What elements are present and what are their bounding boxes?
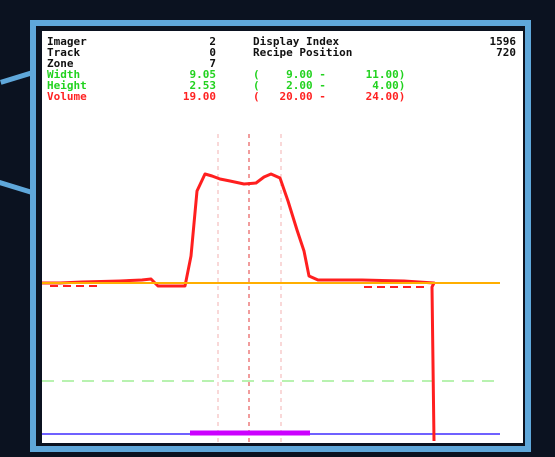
height-range: ( 2.00 - 4.00) [253, 79, 406, 92]
display-index-value: 1596 [489, 35, 517, 48]
height-value: 2.53 [189, 79, 217, 92]
zone-label: Zone [47, 57, 74, 70]
track-label: Track [47, 46, 81, 59]
frame-accent-left-bottom [0, 180, 33, 195]
height-label: Height [47, 79, 87, 92]
imager-label: Imager [47, 35, 87, 48]
display-index-label: Display Index [253, 35, 340, 48]
display-frame [30, 20, 531, 452]
imager-value: 2 [209, 35, 216, 48]
recipe-position-value: 720 [496, 46, 516, 59]
track-value: 0 [209, 46, 216, 59]
profile-plot [42, 134, 500, 443]
zone-value: 7 [209, 57, 216, 70]
volume-label: Volume [47, 90, 87, 103]
width-range: ( 9.00 - 11.00) [253, 68, 406, 81]
volume-value: 19.00 [182, 90, 216, 103]
red-profile-trace [42, 172, 436, 442]
width-value: 9.05 [189, 68, 217, 81]
width-label: Width [47, 68, 81, 81]
volume-range: ( 20.00 - 24.00) [253, 90, 406, 103]
profile-panel: Imager 2 Track 0 Zone 7 Display Index 15… [42, 31, 523, 443]
frame-accent-left-top [0, 70, 34, 85]
recipe-position-label: Recipe Position [253, 46, 353, 59]
